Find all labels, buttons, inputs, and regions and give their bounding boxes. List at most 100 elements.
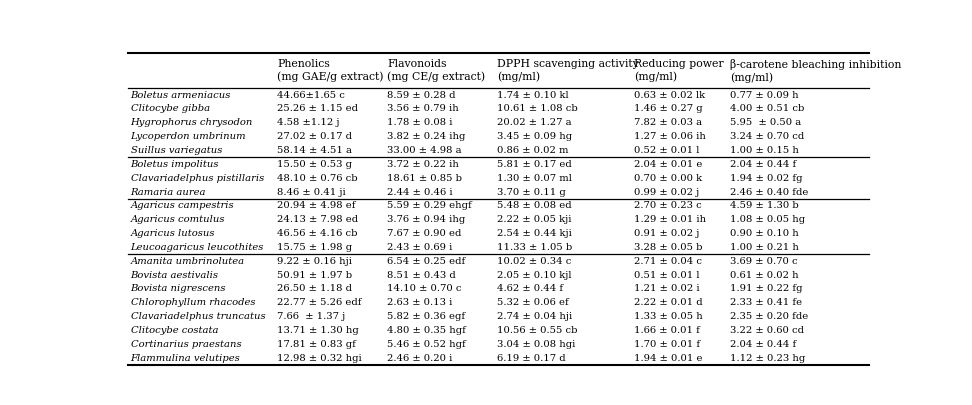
Text: Flavonoids
(mg CE/g extract): Flavonoids (mg CE/g extract) <box>387 59 485 82</box>
Text: 58.14 ± 4.51 a: 58.14 ± 4.51 a <box>277 146 352 155</box>
Text: Reducing power
(mg/ml): Reducing power (mg/ml) <box>634 59 723 82</box>
Text: 2.46 ± 0.20 i: 2.46 ± 0.20 i <box>387 354 452 362</box>
Text: Amanita umbrinolutea: Amanita umbrinolutea <box>130 257 245 266</box>
Text: 3.69 ± 0.70 c: 3.69 ± 0.70 c <box>730 257 798 266</box>
Text: 2.44 ± 0.46 i: 2.44 ± 0.46 i <box>387 188 453 196</box>
Text: 10.56 ± 0.55 cb: 10.56 ± 0.55 cb <box>497 326 577 335</box>
Text: 10.02 ± 0.34 c: 10.02 ± 0.34 c <box>497 257 572 266</box>
Text: 0.77 ± 0.09 h: 0.77 ± 0.09 h <box>730 91 799 100</box>
Text: 2.22 ± 0.05 kji: 2.22 ± 0.05 kji <box>497 215 572 224</box>
Text: Lycoperdon umbrinum: Lycoperdon umbrinum <box>130 132 246 141</box>
Text: 11.33 ± 1.05 b: 11.33 ± 1.05 b <box>497 243 572 252</box>
Text: 0.51 ± 0.01 l: 0.51 ± 0.01 l <box>634 271 699 279</box>
Text: 2.63 ± 0.13 i: 2.63 ± 0.13 i <box>387 298 452 307</box>
Text: 3.22 ± 0.60 cd: 3.22 ± 0.60 cd <box>730 326 804 335</box>
Text: 3.70 ± 0.11 g: 3.70 ± 0.11 g <box>497 188 566 196</box>
Text: Flammulina velutipes: Flammulina velutipes <box>130 354 240 362</box>
Text: 0.91 ± 0.02 j: 0.91 ± 0.02 j <box>634 229 699 238</box>
Text: 2.33 ± 0.41 fe: 2.33 ± 0.41 fe <box>730 298 802 307</box>
Text: 18.61 ± 0.85 b: 18.61 ± 0.85 b <box>387 174 462 183</box>
Text: 8.59 ± 0.28 d: 8.59 ± 0.28 d <box>387 91 456 100</box>
Text: Suillus variegatus: Suillus variegatus <box>130 146 222 155</box>
Text: 1.30 ± 0.07 ml: 1.30 ± 0.07 ml <box>497 174 572 183</box>
Text: 17.81 ± 0.83 gf: 17.81 ± 0.83 gf <box>277 340 356 349</box>
Text: 0.90 ± 0.10 h: 0.90 ± 0.10 h <box>730 229 799 238</box>
Text: Bovista nigrescens: Bovista nigrescens <box>130 284 226 293</box>
Text: 3.76 ± 0.94 ihg: 3.76 ± 0.94 ihg <box>387 215 466 224</box>
Text: 2.04 ± 0.01 e: 2.04 ± 0.01 e <box>634 160 702 169</box>
Text: 3.24 ± 0.70 cd: 3.24 ± 0.70 cd <box>730 132 805 141</box>
Text: 2.22 ± 0.01 d: 2.22 ± 0.01 d <box>634 298 703 307</box>
Text: 1.00 ± 0.21 h: 1.00 ± 0.21 h <box>730 243 799 252</box>
Text: 2.04 ± 0.44 f: 2.04 ± 0.44 f <box>730 340 796 349</box>
Text: Clavariadelphus truncatus: Clavariadelphus truncatus <box>130 312 265 321</box>
Text: Phenolics
(mg GAE/g extract): Phenolics (mg GAE/g extract) <box>277 59 384 82</box>
Text: 1.74 ± 0.10 kl: 1.74 ± 0.10 kl <box>497 91 569 100</box>
Text: 2.04 ± 0.44 f: 2.04 ± 0.44 f <box>730 160 796 169</box>
Text: 2.70 ± 0.23 c: 2.70 ± 0.23 c <box>634 201 702 210</box>
Text: 8.46 ± 0.41 ji: 8.46 ± 0.41 ji <box>277 188 346 196</box>
Text: 1.46 ± 0.27 g: 1.46 ± 0.27 g <box>634 104 703 113</box>
Text: 0.61 ± 0.02 h: 0.61 ± 0.02 h <box>730 271 799 279</box>
Text: Chlorophyllum rhacodes: Chlorophyllum rhacodes <box>130 298 255 307</box>
Text: 1.21 ± 0.02 i: 1.21 ± 0.02 i <box>634 284 700 293</box>
Text: 1.29 ± 0.01 ih: 1.29 ± 0.01 ih <box>634 215 706 224</box>
Text: β-carotene bleaching inhibition
(mg/ml): β-carotene bleaching inhibition (mg/ml) <box>730 59 902 83</box>
Text: 33.00 ± 4.98 a: 33.00 ± 4.98 a <box>387 146 462 155</box>
Text: 3.04 ± 0.08 hgi: 3.04 ± 0.08 hgi <box>497 340 575 349</box>
Text: 5.59 ± 0.29 ehgf: 5.59 ± 0.29 ehgf <box>387 201 471 210</box>
Text: Cortinarius praestans: Cortinarius praestans <box>130 340 241 349</box>
Text: DPPH scavenging activity
(mg/ml): DPPH scavenging activity (mg/ml) <box>497 59 639 82</box>
Text: 20.94 ± 4.98 ef: 20.94 ± 4.98 ef <box>277 201 356 210</box>
Text: 3.72 ± 0.22 ih: 3.72 ± 0.22 ih <box>387 160 459 169</box>
Text: 27.02 ± 0.17 d: 27.02 ± 0.17 d <box>277 132 352 141</box>
Text: 13.71 ± 1.30 hg: 13.71 ± 1.30 hg <box>277 326 359 335</box>
Text: 20.02 ± 1.27 a: 20.02 ± 1.27 a <box>497 118 572 127</box>
Text: 5.82 ± 0.36 egf: 5.82 ± 0.36 egf <box>387 312 466 321</box>
Text: Boletus impolitus: Boletus impolitus <box>130 160 219 169</box>
Text: 0.99 ± 0.02 j: 0.99 ± 0.02 j <box>634 188 699 196</box>
Text: 4.62 ± 0.44 f: 4.62 ± 0.44 f <box>497 284 563 293</box>
Text: Agaricus comtulus: Agaricus comtulus <box>130 215 226 224</box>
Text: 4.58 ±1.12 j: 4.58 ±1.12 j <box>277 118 340 127</box>
Text: 1.78 ± 0.08 i: 1.78 ± 0.08 i <box>387 118 453 127</box>
Text: 1.66 ± 0.01 f: 1.66 ± 0.01 f <box>634 326 700 335</box>
Text: 15.75 ± 1.98 g: 15.75 ± 1.98 g <box>277 243 353 252</box>
Text: 5.46 ± 0.52 hgf: 5.46 ± 0.52 hgf <box>387 340 466 349</box>
Text: 1.33 ± 0.05 h: 1.33 ± 0.05 h <box>634 312 703 321</box>
Text: 2.35 ± 0.20 fde: 2.35 ± 0.20 fde <box>730 312 809 321</box>
Text: Clavariadelphus pistillaris: Clavariadelphus pistillaris <box>130 174 263 183</box>
Text: 2.54 ± 0.44 kji: 2.54 ± 0.44 kji <box>497 229 572 238</box>
Text: 1.08 ± 0.05 hg: 1.08 ± 0.05 hg <box>730 215 806 224</box>
Text: 2.46 ± 0.40 fde: 2.46 ± 0.40 fde <box>730 188 809 196</box>
Text: Clitocybe costata: Clitocybe costata <box>130 326 218 335</box>
Text: 5.48 ± 0.08 ed: 5.48 ± 0.08 ed <box>497 201 572 210</box>
Text: 1.12 ± 0.23 hg: 1.12 ± 0.23 hg <box>730 354 806 362</box>
Text: Agaricus campestris: Agaricus campestris <box>130 201 234 210</box>
Text: Boletus armeniacus: Boletus armeniacus <box>130 91 231 100</box>
Text: 1.00 ± 0.15 h: 1.00 ± 0.15 h <box>730 146 799 155</box>
Text: 46.56 ± 4.16 cb: 46.56 ± 4.16 cb <box>277 229 358 238</box>
Text: 3.56 ± 0.79 ih: 3.56 ± 0.79 ih <box>387 104 459 113</box>
Text: 0.70 ± 0.00 k: 0.70 ± 0.00 k <box>634 174 702 183</box>
Text: 1.94 ± 0.01 e: 1.94 ± 0.01 e <box>634 354 703 362</box>
Text: Ramaria aurea: Ramaria aurea <box>130 188 206 196</box>
Text: 5.81 ± 0.17 ed: 5.81 ± 0.17 ed <box>497 160 572 169</box>
Text: 2.74 ± 0.04 hji: 2.74 ± 0.04 hji <box>497 312 572 321</box>
Text: 26.50 ± 1.18 d: 26.50 ± 1.18 d <box>277 284 352 293</box>
Text: 9.22 ± 0.16 hji: 9.22 ± 0.16 hji <box>277 257 352 266</box>
Text: 44.66±1.65 c: 44.66±1.65 c <box>277 91 345 100</box>
Text: 1.70 ± 0.01 f: 1.70 ± 0.01 f <box>634 340 700 349</box>
Text: 0.63 ± 0.02 lk: 0.63 ± 0.02 lk <box>634 91 705 100</box>
Text: 48.10 ± 0.76 cb: 48.10 ± 0.76 cb <box>277 174 358 183</box>
Text: 7.82 ± 0.03 a: 7.82 ± 0.03 a <box>634 118 702 127</box>
Text: 5.32 ± 0.06 ef: 5.32 ± 0.06 ef <box>497 298 569 307</box>
Text: 4.00 ± 0.51 cb: 4.00 ± 0.51 cb <box>730 104 805 113</box>
Text: 15.50 ± 0.53 g: 15.50 ± 0.53 g <box>277 160 352 169</box>
Text: 8.51 ± 0.43 d: 8.51 ± 0.43 d <box>387 271 456 279</box>
Text: 2.71 ± 0.04 c: 2.71 ± 0.04 c <box>634 257 702 266</box>
Text: Hygrophorus chrysodon: Hygrophorus chrysodon <box>130 118 253 127</box>
Text: 0.86 ± 0.02 m: 0.86 ± 0.02 m <box>497 146 569 155</box>
Text: 1.94 ± 0.02 fg: 1.94 ± 0.02 fg <box>730 174 803 183</box>
Text: 25.26 ± 1.15 ed: 25.26 ± 1.15 ed <box>277 104 359 113</box>
